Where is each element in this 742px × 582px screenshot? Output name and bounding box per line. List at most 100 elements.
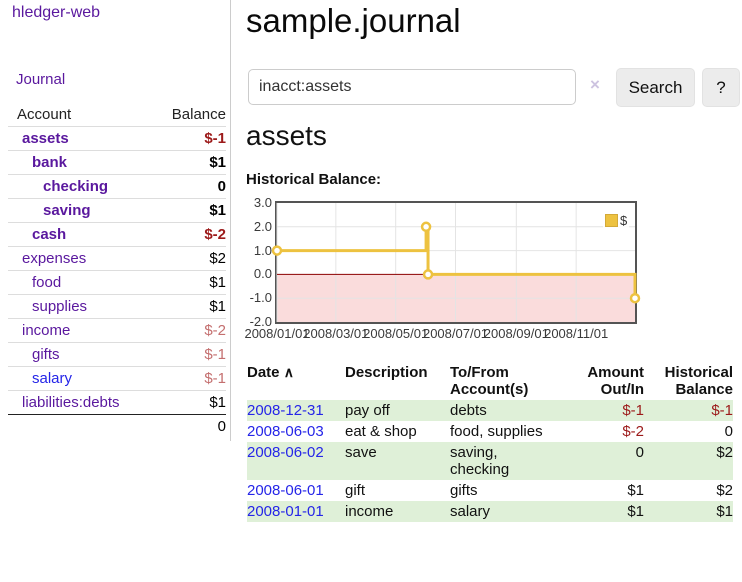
- transaction-amount: $1: [627, 482, 644, 499]
- transaction-accounts: saving, checking: [450, 444, 510, 478]
- sidebar-account-table: Account Balance assets $-1 bank $1 checkin…: [8, 102, 226, 438]
- historical-balance-chart[interactable]: [271, 201, 641, 324]
- account-link[interactable]: supplies: [32, 298, 88, 315]
- account-link[interactable]: saving: [43, 202, 91, 219]
- transaction-description: income: [345, 503, 394, 520]
- app-title-link[interactable]: hledger-web: [12, 4, 101, 21]
- register-table: Date ∧ Description To/From Account(s) Am…: [247, 362, 733, 522]
- chart-title: Historical Balance:: [246, 171, 382, 188]
- search-input[interactable]: [248, 69, 576, 105]
- transaction-description: gift: [345, 482, 366, 499]
- x-tick-label: 2008/03/01: [303, 326, 369, 341]
- account-link[interactable]: income: [22, 322, 71, 339]
- transaction-amount: $-1: [622, 402, 644, 419]
- transaction-date-link[interactable]: 2008-06-03: [247, 423, 324, 440]
- transaction-date-link[interactable]: 2008-06-02: [247, 444, 324, 461]
- help-button[interactable]: ?: [702, 68, 740, 107]
- register-row: 2008-12-31 pay off debts $-1 $-1: [247, 400, 733, 421]
- transaction-balance: $2: [716, 444, 733, 461]
- transaction-date-link[interactable]: 2008-01-01: [247, 503, 324, 520]
- transaction-accounts: food, supplies: [450, 423, 543, 440]
- register-row: 2008-01-01 income salary $1 $1: [247, 501, 733, 522]
- sidebar-row-liabilities-debts: liabilities:debts $1: [8, 390, 226, 414]
- sidebar-row-income: income $-2: [8, 318, 226, 342]
- account-link[interactable]: cash: [32, 226, 67, 243]
- account-link[interactable]: bank: [32, 154, 68, 171]
- sidebar-row-salary: salary $-1: [8, 366, 226, 390]
- transaction-balance: $2: [716, 482, 733, 499]
- account-balance: $1: [209, 274, 226, 291]
- sidebar-row-bank: bank $1: [8, 150, 226, 174]
- transaction-date-link[interactable]: 2008-06-01: [247, 482, 324, 499]
- column-balance: Historical Balance: [664, 364, 733, 398]
- transaction-date-link[interactable]: 2008-12-31: [247, 402, 324, 419]
- transaction-accounts: debts: [450, 402, 487, 419]
- legend-swatch-icon: [605, 214, 618, 227]
- account-link[interactable]: assets: [22, 130, 69, 147]
- y-tick-label: -1.0: [249, 290, 272, 306]
- account-balance: $1: [209, 202, 226, 219]
- sidebar-row-food: food $1: [8, 270, 226, 294]
- transaction-accounts: gifts: [450, 482, 478, 499]
- column-date: Date ∧: [247, 364, 294, 381]
- account-balance: $1: [209, 394, 226, 411]
- sidebar-row-cash: cash $-2: [8, 222, 226, 246]
- register-row: 2008-06-02 save saving, checking 0 $2: [247, 442, 733, 480]
- account-balance: $-1: [204, 370, 226, 387]
- sidebar-table-header: Account Balance: [8, 102, 226, 126]
- account-balance: $-2: [204, 322, 226, 339]
- clear-search-icon[interactable]: ×: [590, 75, 600, 94]
- column-account: To/From Account(s): [450, 364, 529, 398]
- data-point: [629, 292, 641, 304]
- column-amount: Amount Out/In: [587, 364, 644, 398]
- account-link[interactable]: gifts: [32, 346, 60, 363]
- account-link[interactable]: checking: [43, 178, 109, 195]
- page-title: sample.journal: [246, 2, 461, 39]
- y-tick-label: -2.0: [249, 314, 272, 329]
- transaction-accounts: salary: [450, 503, 491, 520]
- sidebar-row-saving: saving $1: [8, 198, 226, 222]
- nav-journal-link[interactable]: Journal: [16, 71, 66, 88]
- search-button[interactable]: Search: [616, 68, 695, 107]
- column-description: Description: [345, 364, 428, 381]
- chart-legend: $: [603, 212, 630, 229]
- account-balance: $-2: [204, 226, 226, 243]
- x-tick-label: 2008/11/01: [544, 326, 609, 341]
- sort-asc-icon: ∧: [283, 364, 294, 380]
- sidebar-row-checking: checking 0: [8, 174, 226, 198]
- data-point: [271, 245, 283, 256]
- account-link[interactable]: food: [32, 274, 62, 291]
- account-balance: $1: [209, 154, 226, 171]
- x-tick-label: 2008/07/01: [422, 326, 489, 341]
- x-tick-label: 2008/01/01: [244, 326, 310, 341]
- transaction-description: save: [345, 444, 377, 461]
- transaction-balance: $-1: [711, 402, 733, 419]
- y-tick-label: 1.0: [253, 242, 272, 258]
- transaction-description: eat & shop: [345, 423, 417, 440]
- account-heading: assets: [246, 120, 327, 151]
- account-link[interactable]: expenses: [22, 250, 87, 267]
- transaction-amount: 0: [635, 444, 644, 461]
- transaction-amount: $-2: [622, 423, 644, 440]
- transaction-balance: 0: [724, 423, 733, 440]
- transaction-balance: $1: [716, 503, 733, 520]
- account-link[interactable]: salary: [32, 370, 73, 387]
- account-balance: $2: [209, 250, 226, 267]
- sidebar-row-supplies: supplies $1: [8, 294, 226, 318]
- sidebar: hledger-web Journal Account Balance asse…: [0, 0, 231, 441]
- column-balance: Balance: [171, 105, 226, 123]
- sidebar-row-gifts: gifts $-1: [8, 342, 226, 366]
- y-tick-label: 0.0: [253, 266, 272, 282]
- data-point: [422, 269, 434, 280]
- account-link[interactable]: liabilities:debts: [22, 394, 120, 411]
- account-balance: $-1: [204, 346, 226, 363]
- y-tick-label: 2.0: [253, 218, 272, 234]
- account-balance: 0: [217, 178, 226, 195]
- x-tick-label: 2008/09/01: [483, 326, 549, 341]
- account-balance: $1: [209, 298, 226, 315]
- transaction-description: pay off: [345, 402, 390, 419]
- register-header-row: Date ∧ Description To/From Account(s) Am…: [247, 362, 733, 400]
- y-tick-label: 3.0: [253, 195, 272, 210]
- sidebar-row-expenses: expenses $2: [8, 246, 226, 270]
- sidebar-row-assets: assets $-1: [8, 126, 226, 150]
